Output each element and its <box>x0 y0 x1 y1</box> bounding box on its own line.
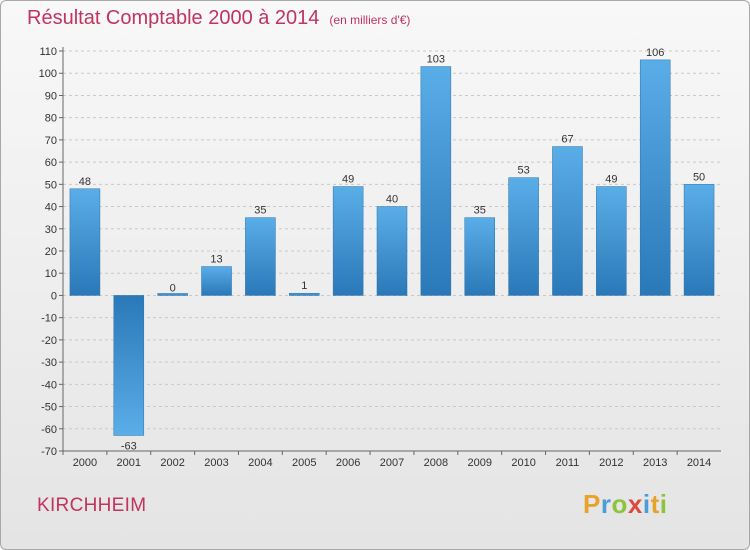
data-label: 103 <box>427 54 445 66</box>
data-label: 48 <box>79 176 91 188</box>
data-labels: 48 -63 0 13 35 1 49 40 103 35 53 67 49 106 50 <box>79 47 705 453</box>
data-label: 106 <box>646 47 664 59</box>
x-tick-label: 2001 <box>117 457 141 469</box>
chart-subtitle: (en milliers d'€) <box>329 13 411 27</box>
data-label: -63 <box>121 440 137 452</box>
x-tick-label: 2010 <box>511 457 535 469</box>
y-tick-label: 100 <box>39 68 57 80</box>
bar-2010[interactable] <box>508 177 539 296</box>
proxiti-logo[interactable]: Proxiti <box>583 489 667 520</box>
bars <box>69 59 715 436</box>
x-tick-label: 2007 <box>380 457 404 469</box>
logo-letter: i <box>642 489 651 519</box>
x-tick-label: 2003 <box>204 457 228 469</box>
bar-2011[interactable] <box>552 146 583 296</box>
y-tick-label: 0 <box>51 290 57 302</box>
x-axis-labels: 2000 2001 2002 2003 2004 2005 2006 2007 2008 2009… <box>62 451 711 469</box>
data-label: 49 <box>342 174 354 186</box>
y-tick-label: -40 <box>41 379 57 391</box>
bar-2006[interactable] <box>332 186 364 296</box>
y-tick-label: -70 <box>41 446 57 458</box>
logo-letter: r <box>600 489 612 519</box>
chart-title: Résultat Comptable 2000 à 2014 (en millie… <box>27 7 410 30</box>
x-tick-label: 2011 <box>556 457 580 469</box>
logo-letter: P <box>583 489 601 519</box>
bar-2007[interactable] <box>376 206 408 296</box>
data-label: 50 <box>693 171 705 183</box>
y-tick-label: -30 <box>41 357 57 369</box>
bar-2004[interactable] <box>245 217 276 296</box>
x-tick-label: 2013 <box>643 457 667 469</box>
commune-name: KIRCHHEIM <box>37 495 147 516</box>
data-label: 53 <box>517 165 529 177</box>
x-tick-label: 2014 <box>687 457 711 469</box>
data-label: 13 <box>210 254 222 266</box>
data-label: 67 <box>561 134 573 146</box>
data-label: 35 <box>474 205 486 217</box>
bar-2008[interactable] <box>420 66 452 296</box>
y-axis: 1101009080706050403020100-10-20-30-40-50… <box>39 46 721 458</box>
x-tick-label: 2008 <box>424 457 448 469</box>
y-tick-label: -20 <box>41 335 57 347</box>
y-tick-label: 90 <box>45 90 57 102</box>
y-tick-label: 60 <box>45 157 57 169</box>
data-label: 35 <box>254 205 266 217</box>
bar-2014[interactable] <box>683 184 715 296</box>
logo-letter: t <box>650 489 660 519</box>
bar-2002[interactable] <box>157 293 188 296</box>
data-label: 1 <box>301 280 307 292</box>
bar-2000[interactable] <box>69 188 101 296</box>
y-tick-label: 50 <box>45 179 57 191</box>
y-tick-label: -10 <box>41 313 57 325</box>
logo-letter: i <box>659 489 668 519</box>
x-tick-label: 2004 <box>248 457 272 469</box>
x-tick-label: 2000 <box>73 457 97 469</box>
y-tick-label: 20 <box>45 246 57 258</box>
bar-2005[interactable] <box>289 292 320 296</box>
logo-letter: o <box>611 489 628 519</box>
y-tick-label: 30 <box>45 224 57 236</box>
x-tick-label: 2006 <box>336 457 360 469</box>
y-tick-label: -60 <box>41 424 57 436</box>
bar-2012[interactable] <box>596 186 627 296</box>
data-label: 49 <box>605 174 617 186</box>
bar-2009[interactable] <box>464 217 495 296</box>
x-tick-label: 2005 <box>292 457 316 469</box>
y-tick-label: -50 <box>41 402 57 414</box>
data-label: 0 <box>170 282 176 294</box>
x-tick-label: 2002 <box>160 457 184 469</box>
y-tick-label: 110 <box>39 46 57 58</box>
data-label: 40 <box>386 194 398 206</box>
y-tick-label: 80 <box>45 113 57 125</box>
x-tick-label: 2012 <box>599 457 623 469</box>
y-tick-label: 10 <box>45 268 57 280</box>
logo-letter: x <box>627 489 643 519</box>
bar-2003[interactable] <box>201 266 232 296</box>
chart-title-text: Résultat Comptable 2000 à 2014 <box>27 7 320 29</box>
bar-chart: 1101009080706050403020100-10-20-30-40-50… <box>39 46 721 469</box>
y-tick-label: 70 <box>45 135 57 147</box>
x-tick-label: 2009 <box>467 457 491 469</box>
bar-2001[interactable] <box>113 295 145 436</box>
bar-2013[interactable] <box>639 59 671 296</box>
y-tick-label: 40 <box>45 202 57 214</box>
